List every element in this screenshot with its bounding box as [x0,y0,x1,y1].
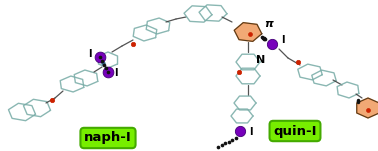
Polygon shape [357,98,378,118]
Text: naph-I: naph-I [84,132,132,145]
Point [105,71,111,73]
Point [215,146,221,148]
Point [262,38,268,40]
Point [355,100,361,103]
Point [233,137,239,139]
Point [218,144,225,146]
Text: π: π [264,19,273,29]
Point [49,99,55,101]
Point [236,71,242,73]
Point [226,140,232,143]
Point [355,101,361,103]
Point [97,56,103,58]
Point [100,62,106,64]
Point [269,43,275,45]
Point [365,109,371,111]
Point [247,33,253,35]
Point [260,36,266,39]
Point [355,100,361,102]
Point [105,71,111,73]
Text: I: I [88,49,92,59]
Text: I: I [281,35,285,45]
Point [97,56,103,58]
Point [222,142,228,145]
Point [130,43,136,45]
Point [259,36,265,38]
Point [103,67,109,69]
Point [260,37,266,39]
Polygon shape [234,23,262,41]
Point [229,139,235,141]
Point [237,130,243,132]
Point [295,61,301,63]
Text: I: I [114,68,118,78]
Text: quin-I: quin-I [273,125,317,138]
Text: N: N [256,55,266,65]
Point [99,59,105,62]
Point [261,37,267,40]
Point [355,99,361,101]
Text: I: I [249,127,253,137]
Point [101,63,107,66]
